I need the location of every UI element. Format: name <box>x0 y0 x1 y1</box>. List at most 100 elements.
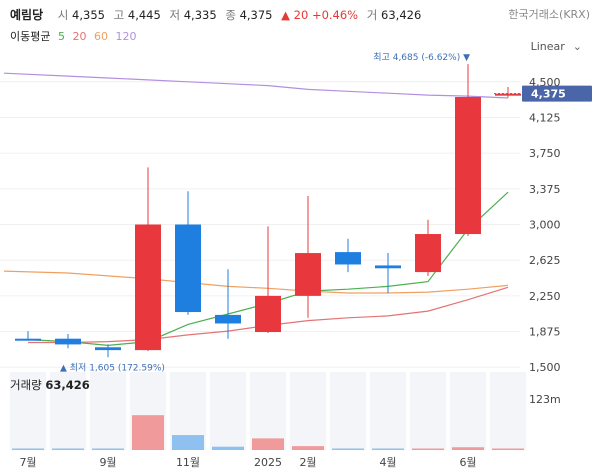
candle <box>335 238 361 273</box>
candle <box>135 167 161 352</box>
y-tick-label: 1,875 <box>529 326 561 339</box>
high-value: 4,445 <box>127 8 161 22</box>
candle-body <box>135 224 161 351</box>
volume-panel-value: 63,426 <box>45 378 90 392</box>
ma60-legend: 60 <box>93 30 108 43</box>
y-tick-label: 3,750 <box>529 147 561 160</box>
volume-column-background <box>330 372 366 450</box>
candle-body <box>495 93 521 96</box>
y-tick-label: 2,250 <box>529 290 561 303</box>
x-tick-label: 6월 <box>459 456 476 469</box>
candle <box>495 87 521 98</box>
volume-bar <box>92 448 124 450</box>
y-tick-label: 4,125 <box>529 111 561 124</box>
y-axis: 1,500 1,875 2,250 2,625 3,000 3,375 3,750 4,125… <box>0 76 561 374</box>
current-price-label: 4,375 <box>531 88 566 101</box>
volume-bar <box>12 448 44 450</box>
candle <box>415 219 441 276</box>
volume-label: 거 <box>366 8 378 22</box>
candle-body <box>95 347 121 351</box>
candles <box>15 64 521 358</box>
volume-bar <box>172 435 204 450</box>
scale-selector[interactable]: Linear ⌄ <box>531 40 582 53</box>
volume-bar <box>52 448 84 450</box>
x-tick-label: 4월 <box>379 456 396 469</box>
high-label: 고 <box>113 8 125 22</box>
volume-column-background <box>210 372 246 450</box>
candle-body <box>175 224 201 313</box>
volume-bars <box>12 415 524 450</box>
x-tick-label: 11월 <box>176 456 200 469</box>
y-tick-label: 2,625 <box>529 254 561 267</box>
x-tick-label: 9월 <box>99 456 116 469</box>
ma5-legend: 5 <box>57 30 65 43</box>
volume-column-background <box>370 372 406 450</box>
candle <box>295 195 321 318</box>
candle <box>375 253 401 294</box>
candle-body <box>335 252 361 265</box>
chevron-down-icon: ⌄ <box>572 40 582 53</box>
ma120-line <box>3 72 509 99</box>
scale-selector-label: Linear <box>530 40 565 53</box>
low-label: 저 <box>169 8 181 22</box>
volume-bar <box>492 448 524 450</box>
candle-body <box>415 234 441 273</box>
moving-average-legend[interactable]: 이동평균 5 20 60 120 <box>10 28 140 44</box>
volume-bar <box>332 448 364 450</box>
candle <box>455 64 481 236</box>
x-tick-label: 2025 <box>254 456 282 469</box>
volume-column-background <box>90 372 126 450</box>
volume-column-background <box>10 372 46 450</box>
ma60-line <box>3 270 509 294</box>
min-price-annotation: ▲ 최저 1,605 (172.59%) <box>60 362 165 373</box>
volume-panel-label: 거래량 <box>10 378 42 392</box>
candle <box>55 333 81 349</box>
change-value: ▲ 20 +0.46% <box>281 8 359 22</box>
volume-bar <box>372 448 404 450</box>
close-label: 종 <box>225 8 236 22</box>
volume-bar <box>132 415 164 450</box>
candle <box>95 344 121 358</box>
ma20-legend: 20 <box>72 30 87 43</box>
ma120-legend: 120 <box>115 30 137 43</box>
volume-bar <box>412 448 444 450</box>
volume-bar <box>252 438 284 450</box>
volume-column-background <box>250 372 286 450</box>
candle <box>175 191 201 315</box>
x-tick-label: 7월 <box>19 456 36 469</box>
candle-body <box>55 338 81 345</box>
y-tick-label: 1,500 <box>529 361 561 374</box>
volume-panel-title: 거래량 63,426 <box>10 377 90 393</box>
y-tick-label: 3,375 <box>529 183 561 196</box>
volume-bar <box>292 446 324 450</box>
volume-column-background <box>450 372 486 450</box>
candle <box>215 269 241 339</box>
ma-legend-label: 이동평균 <box>10 30 51 43</box>
candle-body <box>455 97 481 235</box>
candle-body <box>375 265 401 269</box>
volume-bar <box>452 447 484 450</box>
candle-body <box>255 295 281 333</box>
exchange-label: 한국거래소(KRX) <box>508 8 590 21</box>
volume-column-background <box>490 372 526 450</box>
volume-bar <box>212 446 244 450</box>
y-tick-label: 4,500 <box>529 76 561 89</box>
x-axis: 7월 9월 11월 2025 2월 4월 6월 <box>19 456 476 469</box>
max-price-annotation: 최고 4,685 (-6.62%) ▼ <box>373 52 470 63</box>
volume-column-background <box>410 372 446 450</box>
open-label: 시 <box>57 8 69 22</box>
y-tick-label: 3,000 <box>529 219 561 232</box>
current-price-tag <box>522 85 592 102</box>
candle <box>255 226 281 333</box>
stock-name: 예림당 <box>10 8 44 22</box>
volume-value: 63,426 <box>381 8 422 22</box>
low-value: 4,335 <box>183 8 217 22</box>
stock-header: 예림당 시 4,355 고 4,445 저 4,335 종 4,375 ▲ 20… <box>10 6 590 24</box>
candle-body <box>295 253 321 296</box>
volume-column-background <box>50 372 86 450</box>
candle-body <box>15 338 41 341</box>
volume-axis-label: 123m <box>529 393 561 406</box>
volume-column-background <box>290 372 326 450</box>
open-value: 4,355 <box>72 8 105 22</box>
